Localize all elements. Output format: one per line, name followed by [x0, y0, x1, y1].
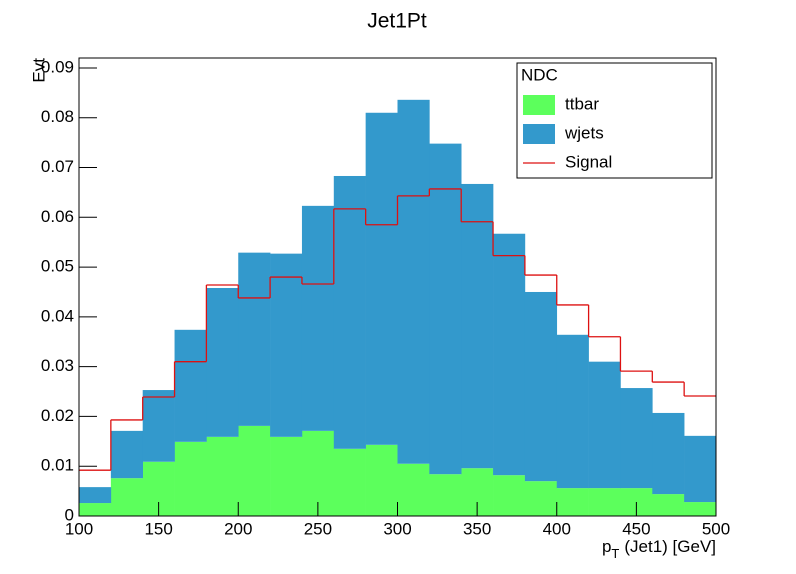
- bar: [238, 425, 271, 516]
- legend-label: Signal: [565, 152, 612, 171]
- bar: [79, 487, 112, 504]
- bar: [524, 291, 558, 482]
- bar: [493, 475, 526, 516]
- legend-label: wjets: [564, 123, 604, 142]
- legend-title: NDC: [521, 65, 558, 84]
- x-tick-label: 300: [383, 519, 411, 538]
- bar: [110, 430, 143, 479]
- x-tick-label: 450: [622, 519, 650, 538]
- x-tick-label: 150: [144, 519, 172, 538]
- bar: [556, 334, 589, 489]
- y-tick-label: 0.06: [41, 207, 74, 226]
- bar: [684, 502, 717, 516]
- x-label-base: p: [602, 537, 611, 556]
- bar: [270, 436, 303, 516]
- bar: [397, 99, 430, 464]
- x-axis-label: pT (Jet1) [GeV]: [602, 537, 716, 561]
- y-tick-label: 0.05: [41, 257, 74, 276]
- x-label-rest: (Jet1) [GeV]: [624, 537, 716, 556]
- bar: [174, 441, 207, 516]
- x-tick-label: 250: [304, 519, 332, 538]
- legend-swatch: [523, 124, 555, 144]
- x-tick-label: 200: [224, 519, 252, 538]
- bar: [652, 494, 685, 516]
- bar: [556, 488, 589, 516]
- y-tick-label: 0.08: [41, 107, 74, 126]
- bar: [238, 252, 271, 426]
- bar: [206, 287, 239, 437]
- legend-swatch: [523, 95, 555, 115]
- y-tick-label: 0.02: [41, 406, 74, 425]
- x-label-sub: T: [611, 546, 619, 561]
- bar: [333, 448, 366, 516]
- bar: [620, 388, 653, 489]
- bar: [301, 430, 335, 516]
- x-tick-label: 100: [65, 519, 93, 538]
- bar: [333, 175, 366, 449]
- bar: [110, 478, 143, 516]
- bar: [206, 436, 239, 516]
- y-tick-label: 0.04: [41, 306, 74, 325]
- bar: [684, 435, 717, 503]
- bar: [365, 112, 398, 445]
- bar: [588, 361, 621, 489]
- bar: [429, 474, 462, 516]
- bar: [301, 205, 335, 431]
- y-tick-label: 0.09: [41, 57, 74, 76]
- bar: [652, 412, 685, 495]
- bar: [461, 183, 494, 469]
- y-tick-label: 0.07: [41, 157, 74, 176]
- bar: [142, 390, 175, 462]
- y-tick-label: 0.03: [41, 356, 74, 375]
- x-tick-label: 500: [702, 519, 730, 538]
- bar: [524, 481, 558, 516]
- bar: [174, 329, 207, 442]
- bar: [79, 503, 112, 516]
- y-axis-label: Evt: [29, 58, 48, 83]
- legend-label: ttbar: [565, 94, 599, 113]
- bar: [365, 444, 398, 516]
- bar: [397, 463, 430, 516]
- bar: [588, 488, 621, 516]
- chart-title: Jet1Pt: [367, 10, 427, 33]
- x-tick-label: 350: [463, 519, 491, 538]
- bar: [429, 143, 462, 475]
- y-tick-label: 0.01: [41, 456, 74, 475]
- bar: [493, 233, 526, 476]
- y-tick-label: 0: [65, 505, 74, 524]
- legend-box: [516, 62, 713, 179]
- signal-connector: [110, 188, 685, 471]
- x-tick-label: 400: [543, 519, 571, 538]
- bar: [270, 253, 303, 437]
